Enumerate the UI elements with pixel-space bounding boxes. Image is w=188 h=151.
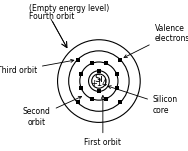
Text: Fourth orbit: Fourth orbit: [29, 12, 74, 21]
Text: Si: Si: [94, 74, 103, 84]
Text: (Empty energy level): (Empty energy level): [29, 4, 109, 13]
Text: Third orbit: Third orbit: [0, 59, 74, 75]
Text: Second
orbit: Second orbit: [23, 96, 82, 127]
Text: +14: +14: [90, 79, 108, 88]
Text: First orbit: First orbit: [84, 95, 121, 147]
Text: Valence
electrons: Valence electrons: [124, 24, 188, 58]
Circle shape: [92, 74, 106, 88]
Text: Silicon
core: Silicon core: [108, 86, 178, 115]
